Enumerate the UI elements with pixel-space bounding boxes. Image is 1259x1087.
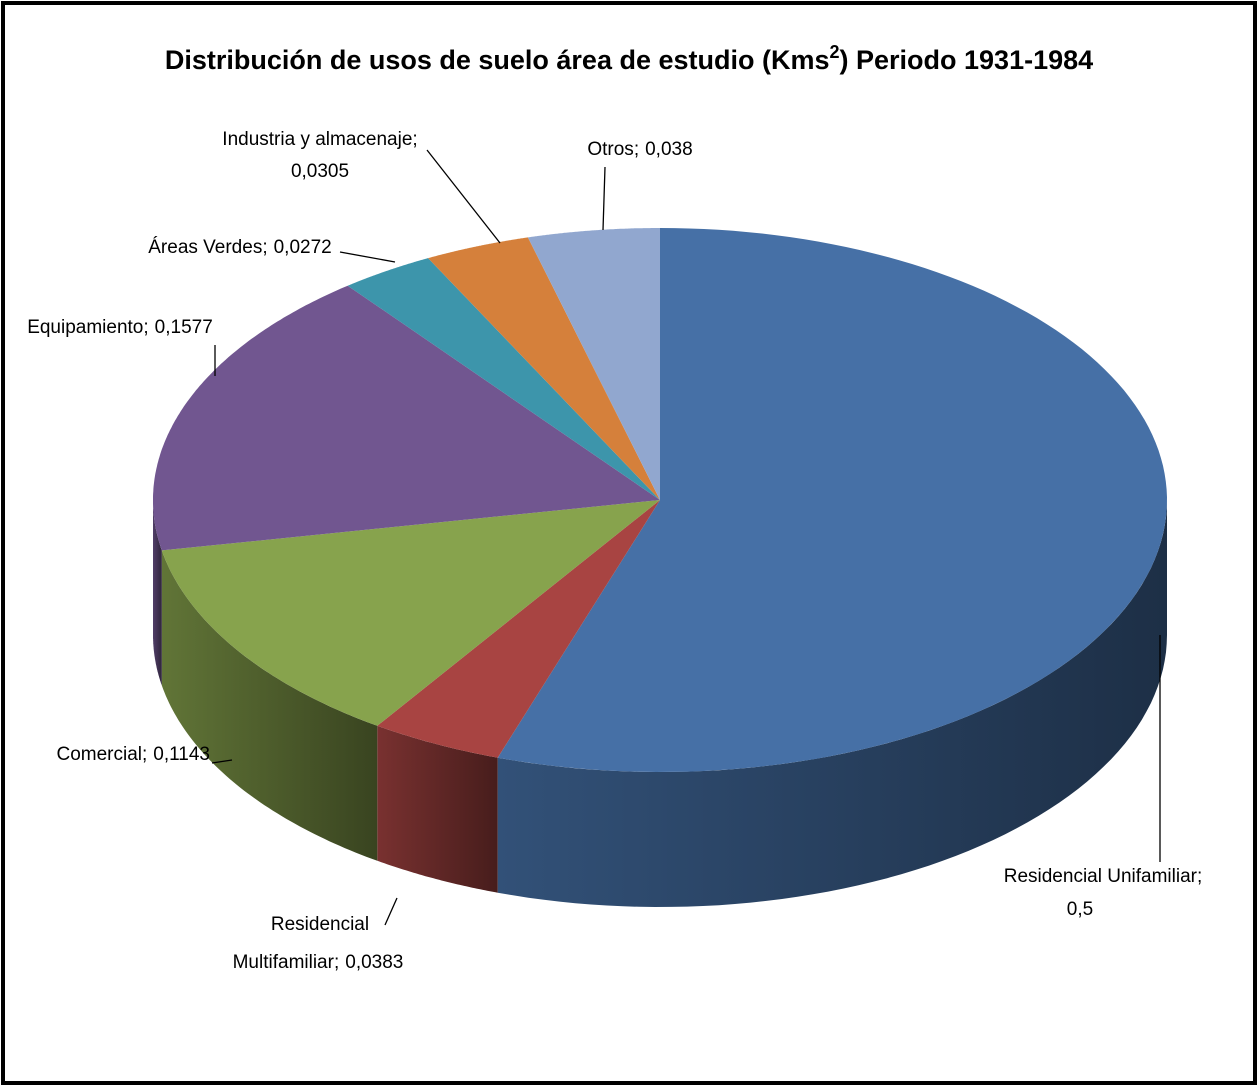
title-part: Distribución de usos de suelo área de es… [165,45,830,75]
label-value: 0,038 [645,139,693,160]
label-separator: ; [334,952,339,973]
label-category: Multifamiliar [233,952,335,973]
label-category: Residencial [271,914,369,935]
data-label: Equipamiento; 0,1577 [27,317,213,338]
leader-line [426,149,501,244]
label-value: 0,1577 [155,317,213,338]
data-label: Otros; 0,038 [587,139,692,160]
labels: Residencial Unifamiliar; 0,5 Residencial Mu… [27,129,1202,973]
label-separator: ; [142,744,147,765]
data-label: Residencial Unifamiliar; [1004,866,1203,887]
label-separator: ; [262,237,267,258]
leader-line [211,759,233,764]
title-superscript: 2 [830,42,840,62]
leader-line [602,166,606,231]
pie [153,228,1167,907]
label-value: 0,0383 [345,952,403,973]
data-label: Residencial [271,914,369,935]
label-value: 0,5 [1067,899,1093,920]
label-category: Comercial [56,744,142,765]
data-label: Industria y almacenaje; [222,129,417,150]
slice-side [161,550,378,861]
slice [527,228,660,500]
data-label: 0,5 [1067,899,1093,920]
label-separator: ; [412,129,417,150]
label-separator: ; [143,317,148,338]
slice [497,228,1167,772]
label-value: 0,0305 [291,161,349,182]
slice [161,500,661,726]
slice-side [153,500,162,686]
label-category: Otros [587,139,633,160]
slice-side [497,500,1167,907]
label-separator: ; [1197,866,1202,887]
label-category: Industria y almacenaje [222,129,412,150]
slice [377,500,660,758]
label-category: Equipamiento [27,317,143,338]
data-label: Multifamiliar; 0,0383 [233,952,404,973]
data-label: Áreas Verdes; 0,0272 [148,237,331,258]
leader-line [384,897,398,926]
slice-side [377,725,498,893]
label-category: Residencial Unifamiliar [1004,866,1198,887]
slice [428,237,660,500]
label-value: 0,1143 [153,744,210,765]
leader-line [339,251,396,263]
label-value: 0,0272 [274,237,332,258]
data-label: 0,0305 [291,161,349,182]
chart-title: Distribución de usos de suelo área de es… [165,42,1093,75]
slice [347,258,660,500]
label-separator: ; [634,139,639,160]
data-label: Comercial; 0,1143 [56,744,210,765]
label-category: Áreas Verdes [148,237,262,258]
slice [153,285,660,551]
title-part: ) Periodo 1931-1984 [840,45,1094,75]
